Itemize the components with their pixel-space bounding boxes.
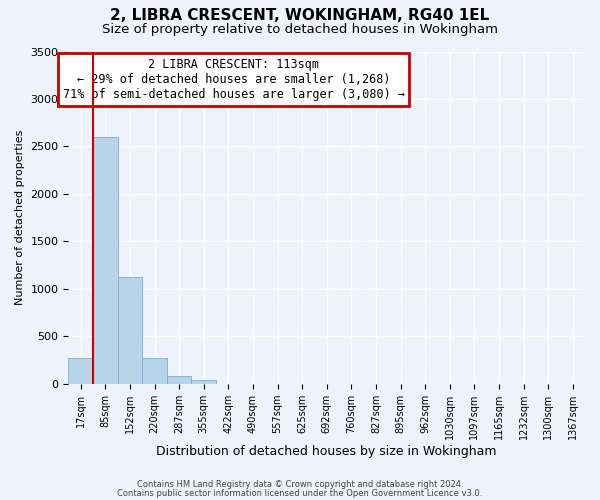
Text: Size of property relative to detached houses in Wokingham: Size of property relative to detached ho… [102, 22, 498, 36]
X-axis label: Distribution of detached houses by size in Wokingham: Distribution of detached houses by size … [157, 444, 497, 458]
Y-axis label: Number of detached properties: Number of detached properties [15, 130, 25, 306]
Bar [191, 380, 216, 384]
Text: Contains public sector information licensed under the Open Government Licence v3: Contains public sector information licen… [118, 488, 482, 498]
Bar [142, 358, 167, 384]
Text: Contains HM Land Registry data © Crown copyright and database right 2024.: Contains HM Land Registry data © Crown c… [137, 480, 463, 489]
Bar [68, 358, 93, 384]
Text: 2 LIBRA CRESCENT: 113sqm
← 29% of detached houses are smaller (1,268)
71% of sem: 2 LIBRA CRESCENT: 113sqm ← 29% of detach… [63, 58, 405, 101]
Bar [167, 376, 191, 384]
Bar [118, 278, 142, 384]
Text: 2, LIBRA CRESCENT, WOKINGHAM, RG40 1EL: 2, LIBRA CRESCENT, WOKINGHAM, RG40 1EL [110, 8, 490, 22]
Bar [93, 137, 118, 384]
